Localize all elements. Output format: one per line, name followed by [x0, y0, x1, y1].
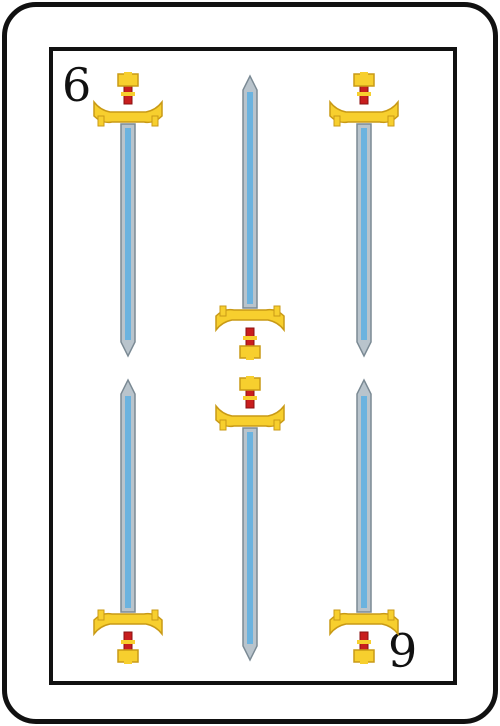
- sword-icon: [210, 70, 290, 361]
- rank-index-top-left: 6: [62, 58, 92, 112]
- sword-icon: [324, 374, 404, 665]
- sword-icon: [88, 71, 168, 362]
- sword-icon: [88, 374, 168, 665]
- sword-icon: [324, 71, 404, 362]
- sword-icon: [210, 375, 290, 666]
